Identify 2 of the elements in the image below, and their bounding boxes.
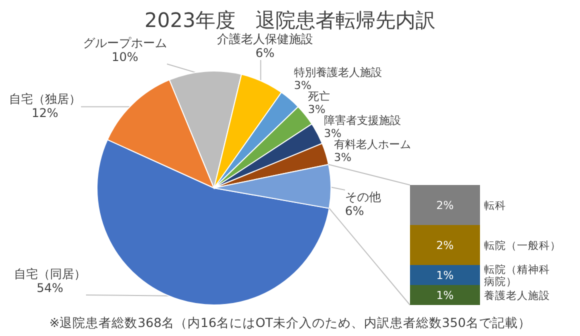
title: 2023年度 退院患者転帰先内訳 [144, 8, 436, 32]
annotation: ※退院患者総数368名（内16名にはOT未介入のため、内訳患者総数350名で記載） [49, 315, 531, 330]
